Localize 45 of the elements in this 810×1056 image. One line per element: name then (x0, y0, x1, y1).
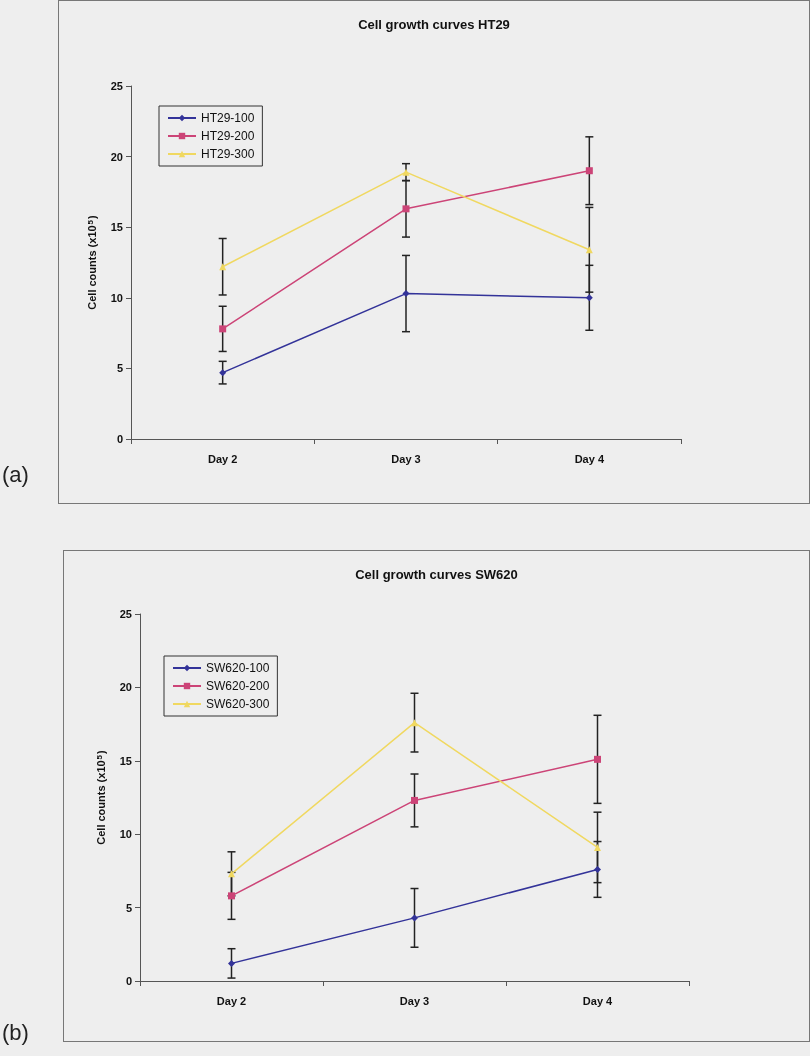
text: (a) (2, 462, 29, 488)
legend-label: HT29-100 (201, 111, 255, 125)
point (219, 369, 227, 377)
x-tick-label: Day 2 (207, 452, 238, 465)
point (594, 843, 601, 851)
point (585, 167, 593, 175)
legend-label: SW620-100 (206, 661, 270, 675)
legend-label: SW620-200 (206, 679, 270, 693)
point (411, 796, 418, 804)
y-tick-label: 15 (119, 754, 132, 767)
chart-title: Cell growth curves HT29 (358, 17, 510, 32)
y-tick-label: 25 (110, 80, 123, 92)
y-tick-label: 10 (119, 828, 132, 841)
legend-label: SW620-300 (206, 697, 270, 711)
point (402, 290, 410, 298)
y-tick-label: 20 (110, 150, 123, 163)
legend-label: HT29-200 (201, 129, 255, 143)
point (411, 719, 418, 727)
y-tick-label: 15 (110, 221, 123, 234)
chart-title: Cell growth curves SW620 (355, 567, 518, 582)
y-tick-label: 25 (119, 608, 132, 620)
y-tick-label: 10 (110, 291, 123, 304)
point (219, 325, 227, 333)
y-tick-label: 5 (125, 901, 132, 914)
point (594, 865, 601, 873)
x-tick-label: Day 4 (574, 452, 605, 465)
x-tick-label: Day 3 (399, 994, 430, 1007)
y-tick-label: 5 (116, 362, 123, 375)
point (402, 168, 410, 176)
point (228, 959, 235, 967)
y-axis-title: Cell counts (x105) (85, 214, 98, 310)
point (594, 755, 601, 763)
y-axis-title: Cell counts (x105) (94, 749, 107, 845)
point (411, 914, 418, 922)
point (228, 870, 235, 878)
x-tick-label: Day 3 (391, 452, 421, 465)
y-tick-label: 20 (119, 681, 132, 694)
y-tick-label: 0 (116, 433, 123, 445)
text: (b) (2, 1020, 29, 1046)
point (585, 294, 593, 302)
legend-label: HT29-300 (201, 147, 255, 161)
x-tick-label: Day 4 (582, 994, 614, 1007)
point (402, 205, 410, 213)
x-tick-label: Day 2 (216, 994, 247, 1007)
y-tick-label: 0 (125, 975, 132, 987)
